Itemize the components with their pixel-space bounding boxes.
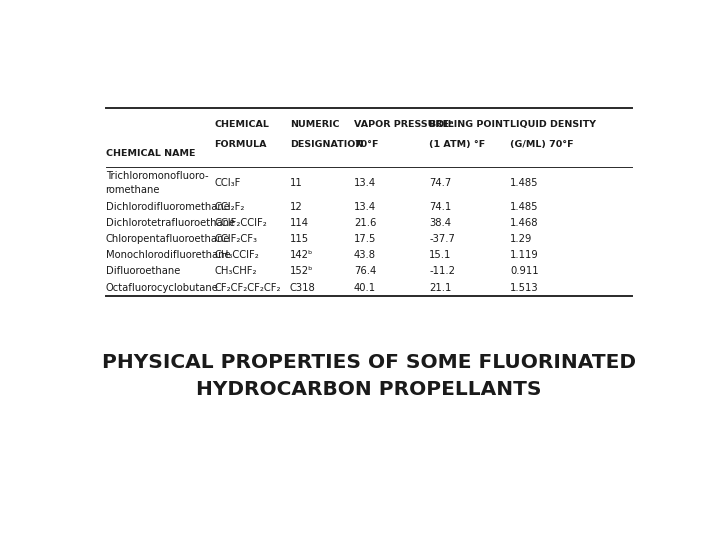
Text: 142ᵇ: 142ᵇ xyxy=(289,250,313,260)
Text: HYDROCARBON PROPELLANTS: HYDROCARBON PROPELLANTS xyxy=(197,380,541,399)
Text: 17.5: 17.5 xyxy=(354,234,377,244)
Text: CCl₂F₂: CCl₂F₂ xyxy=(215,202,245,212)
Text: 0.911: 0.911 xyxy=(510,266,539,276)
Text: CH₃CHF₂: CH₃CHF₂ xyxy=(215,266,257,276)
Text: -37.7: -37.7 xyxy=(429,234,455,244)
Text: 1.468: 1.468 xyxy=(510,218,539,228)
Text: 1.485: 1.485 xyxy=(510,202,539,212)
Text: 115: 115 xyxy=(289,234,309,244)
Text: 40.1: 40.1 xyxy=(354,282,376,293)
Text: Dichlorotetrafluoroethane: Dichlorotetrafluoroethane xyxy=(106,218,235,228)
Text: LIQUID DENSITY: LIQUID DENSITY xyxy=(510,120,596,129)
Text: PHYSICAL PROPERTIES OF SOME FLUORINATED: PHYSICAL PROPERTIES OF SOME FLUORINATED xyxy=(102,353,636,372)
Text: 43.8: 43.8 xyxy=(354,250,376,260)
Text: 13.4: 13.4 xyxy=(354,178,376,188)
Text: Difluoroethane: Difluoroethane xyxy=(106,266,180,276)
Text: 74.7: 74.7 xyxy=(429,178,451,188)
Text: Dichlorodifluoromethane: Dichlorodifluoromethane xyxy=(106,202,230,212)
Text: BOILING POINT: BOILING POINT xyxy=(429,120,510,129)
Text: 1.119: 1.119 xyxy=(510,250,539,260)
Text: Chloropentafluoroethane: Chloropentafluoroethane xyxy=(106,234,230,244)
Text: 15.1: 15.1 xyxy=(429,250,451,260)
Text: 1.485: 1.485 xyxy=(510,178,539,188)
Text: CH₃CClF₂: CH₃CClF₂ xyxy=(215,250,259,260)
Text: FORMULA: FORMULA xyxy=(215,140,267,149)
Text: 38.4: 38.4 xyxy=(429,218,451,228)
Text: CHEMICAL: CHEMICAL xyxy=(215,120,269,129)
Text: CClF₂CClF₂: CClF₂CClF₂ xyxy=(215,218,267,228)
Text: CCl₃F: CCl₃F xyxy=(215,178,240,188)
Text: 74.1: 74.1 xyxy=(429,202,451,212)
Text: CHEMICAL NAME: CHEMICAL NAME xyxy=(106,150,195,158)
Text: 11: 11 xyxy=(289,178,302,188)
Text: VAPOR PRESSUREᵃ: VAPOR PRESSUREᵃ xyxy=(354,120,454,129)
Text: 1.29: 1.29 xyxy=(510,234,533,244)
Text: 21.1: 21.1 xyxy=(429,282,451,293)
Text: 114: 114 xyxy=(289,218,309,228)
Text: 152ᵇ: 152ᵇ xyxy=(289,266,313,276)
Text: 21.6: 21.6 xyxy=(354,218,377,228)
Text: (1 ATM) °F: (1 ATM) °F xyxy=(429,140,485,149)
Text: 13.4: 13.4 xyxy=(354,202,376,212)
Text: -11.2: -11.2 xyxy=(429,266,455,276)
Text: Octafluorocyclobutane: Octafluorocyclobutane xyxy=(106,282,218,293)
Text: C318: C318 xyxy=(289,282,315,293)
Text: 70°F: 70°F xyxy=(354,140,379,149)
Text: CF₂CF₂CF₂CF₂: CF₂CF₂CF₂CF₂ xyxy=(215,282,281,293)
Text: (G/ML) 70°F: (G/ML) 70°F xyxy=(510,140,574,149)
Text: 12: 12 xyxy=(289,202,302,212)
Text: NUMERIC: NUMERIC xyxy=(289,120,339,129)
Text: CClF₂CF₃: CClF₂CF₃ xyxy=(215,234,258,244)
Text: Trichloromonofluoro-: Trichloromonofluoro- xyxy=(106,171,208,181)
Text: 1.513: 1.513 xyxy=(510,282,539,293)
Text: DESIGNATION: DESIGNATION xyxy=(289,140,363,149)
Text: Monochlorodifluorethane: Monochlorodifluorethane xyxy=(106,250,230,260)
Text: 76.4: 76.4 xyxy=(354,266,376,276)
Text: romethane: romethane xyxy=(106,185,160,195)
